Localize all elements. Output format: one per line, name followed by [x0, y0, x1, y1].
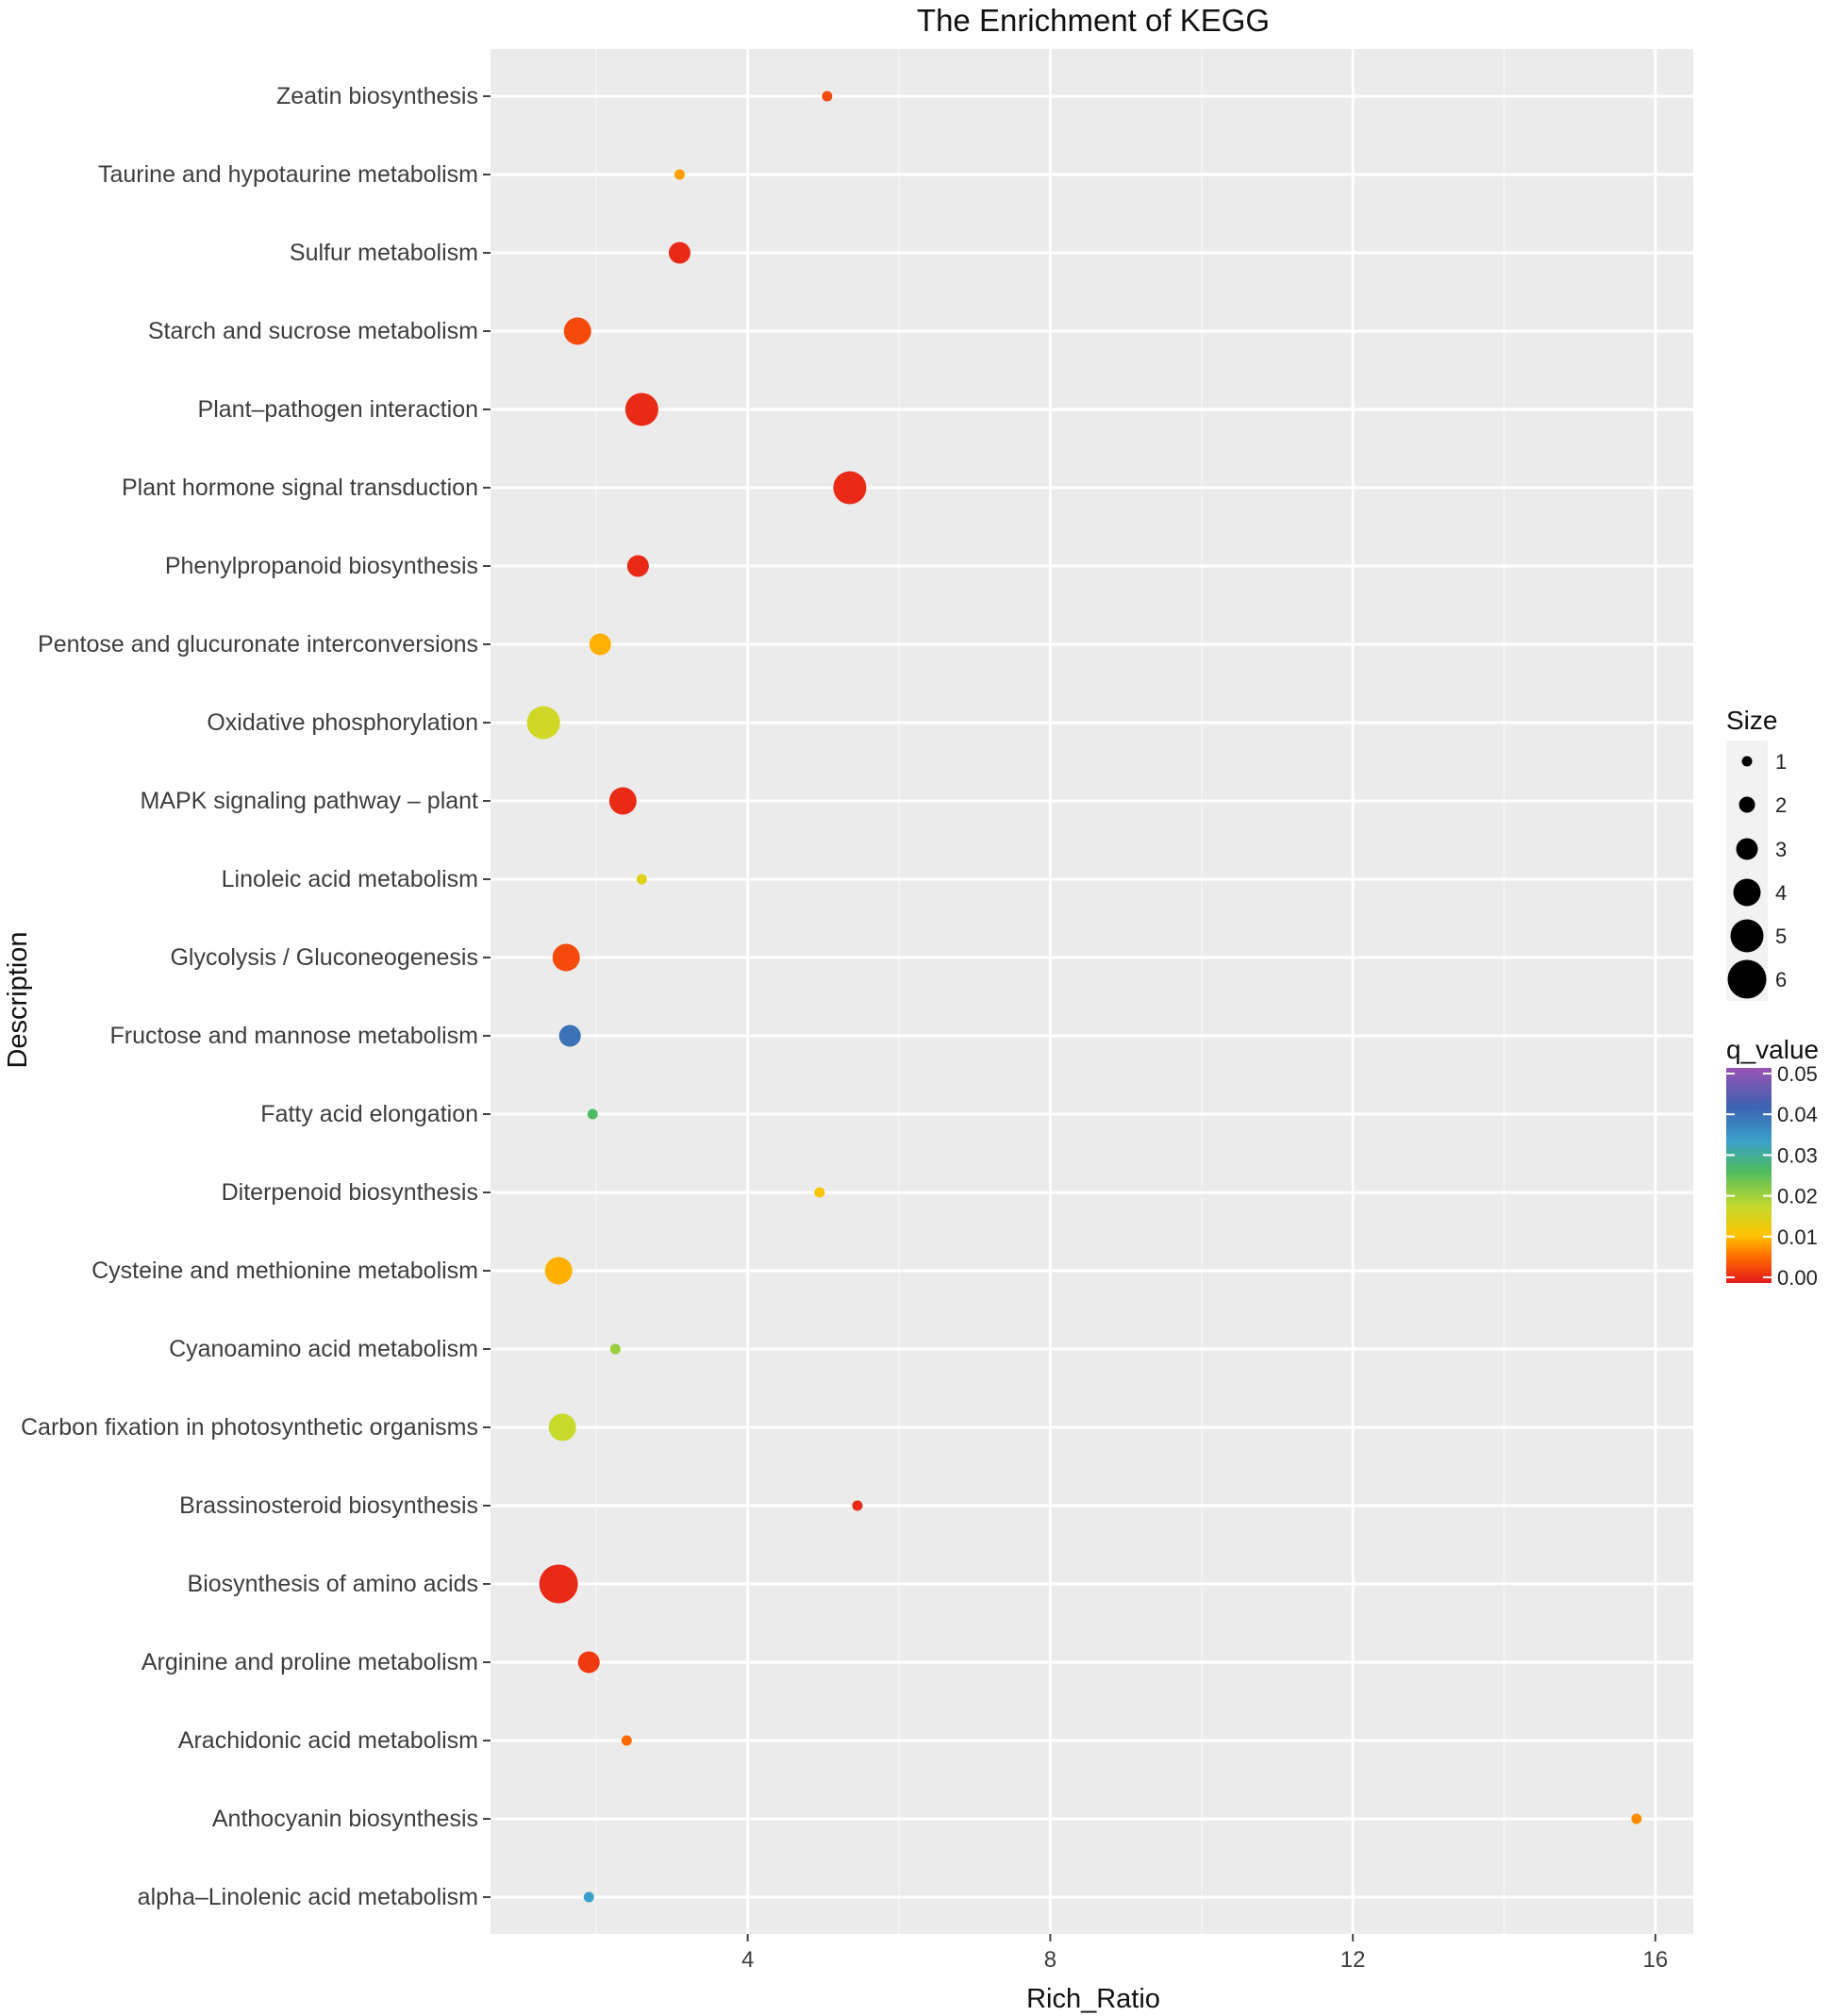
data-point — [577, 1651, 600, 1674]
color-legend-label: 0.02 — [1777, 1185, 1818, 1208]
color-legend-label: 0.00 — [1777, 1266, 1818, 1290]
x-tick-label: 4 — [741, 1947, 754, 1973]
plot-panel — [491, 49, 1693, 1934]
y-tick-label: alpha–Linolenic acid metabolism — [138, 1884, 478, 1910]
size-legend-key — [1741, 756, 1753, 767]
x-tick-label: 8 — [1044, 1947, 1056, 1973]
data-point — [552, 943, 580, 972]
size-legend-keys — [1726, 741, 1768, 1001]
y-tick-label: Glycolysis / Gluconeogenesis — [170, 944, 478, 971]
y-tick-label: Sulfur metabolism — [290, 240, 478, 266]
y-tick-label: Fructose and mannose metabolism — [110, 1023, 478, 1049]
color-legend-label: 0.05 — [1777, 1062, 1818, 1086]
y-tick-label: Plant hormone signal transduction — [122, 475, 478, 501]
data-point — [624, 392, 658, 426]
size-legend-key — [1727, 959, 1767, 999]
y-tick-label: Phenylpropanoid biosynthesis — [165, 553, 478, 579]
data-point — [636, 874, 647, 885]
y-tick-label: Biosynthesis of amino acids — [188, 1571, 478, 1597]
data-point — [589, 633, 611, 656]
gridlines — [491, 49, 1693, 1934]
data-point — [609, 1343, 621, 1355]
y-tick-label: Arachidonic acid metabolism — [178, 1727, 478, 1754]
data-point — [814, 1187, 825, 1198]
y-tick-label: Zeatin biosynthesis — [276, 83, 478, 109]
color-legend-label: 0.03 — [1777, 1143, 1818, 1167]
y-tick-label: Taurine and hypotaurine metabolism — [98, 161, 478, 188]
color-legend-label: 0.04 — [1777, 1103, 1818, 1126]
color-legend-label: 0.01 — [1777, 1225, 1818, 1249]
chart-title: The Enrichment of KEGG — [917, 3, 1270, 38]
size-legend-key — [1738, 796, 1755, 813]
size-legend-label: 3 — [1775, 838, 1787, 861]
y-axis-labels: Zeatin biosynthesis Taurine and hypotauri… — [21, 83, 491, 1910]
data-point — [544, 1257, 573, 1285]
data-point — [668, 242, 690, 264]
data-point — [563, 317, 591, 345]
size-legend-label: 4 — [1775, 881, 1787, 905]
data-point — [587, 1108, 598, 1120]
y-tick-label: Linoleic acid metabolism — [222, 866, 478, 892]
y-tick-label: Plant–pathogen interaction — [198, 396, 478, 423]
data-point — [548, 1413, 576, 1441]
data-point — [1631, 1813, 1642, 1824]
color-legend: q_value 0.00 0.01 0.02 0.03 0.04 0.05 — [1726, 1035, 1819, 1290]
data-point — [674, 169, 685, 180]
data-point — [833, 471, 867, 505]
data-point — [526, 706, 560, 740]
y-tick-label: Diterpenoid biosynthesis — [222, 1179, 478, 1206]
x-axis-title: Rich_Ratio — [1026, 1984, 1160, 2014]
data-point — [558, 1025, 581, 1047]
y-tick-label: Brassinosteroid biosynthesis — [179, 1492, 478, 1519]
size-legend-key — [1736, 838, 1758, 860]
color-legend-title: q_value — [1726, 1035, 1819, 1064]
data-point — [539, 1564, 578, 1604]
y-tick-label: Cyanoamino acid metabolism — [169, 1336, 478, 1362]
y-tick-label: Pentose and glucuronate interconversions — [38, 631, 478, 658]
y-tick-label: Cysteine and methionine metabolism — [92, 1258, 478, 1284]
y-tick-label: Arginine and proline metabolism — [141, 1649, 478, 1675]
size-legend-key — [1733, 878, 1761, 907]
data-point — [626, 555, 649, 577]
x-axis-ticks: 4 8 12 16 — [741, 1934, 1668, 1973]
data-point — [621, 1735, 632, 1746]
size-legend-label: 6 — [1775, 968, 1787, 991]
size-legend-label: 2 — [1775, 793, 1787, 817]
size-legend-key — [1730, 919, 1764, 953]
data-point — [583, 1891, 594, 1903]
y-tick-label: Fatty acid elongation — [260, 1101, 478, 1127]
y-tick-label: Carbon fixation in photosynthetic organi… — [21, 1414, 478, 1441]
y-tick-label: Starch and sucrose metabolism — [148, 318, 478, 344]
x-tick-label: 12 — [1340, 1947, 1366, 1973]
size-legend-label: 5 — [1775, 925, 1787, 948]
size-legend-title: Size — [1726, 706, 1777, 735]
data-point — [852, 1500, 863, 1511]
data-point — [822, 91, 833, 102]
size-legend-label: 1 — [1775, 750, 1787, 774]
y-tick-label: Anthocyanin biosynthesis — [212, 1806, 478, 1832]
data-points — [526, 91, 1642, 1903]
size-legend: Size 1 2 3 4 5 6 — [1726, 706, 1787, 1001]
data-point — [608, 787, 637, 815]
x-tick-label: 16 — [1643, 1947, 1669, 1973]
y-axis-title: Description — [3, 931, 33, 1068]
color-bar — [1726, 1068, 1772, 1283]
y-tick-label: MAPK signaling pathway – plant — [140, 788, 478, 814]
y-tick-label: Oxidative phosphorylation — [207, 709, 478, 736]
